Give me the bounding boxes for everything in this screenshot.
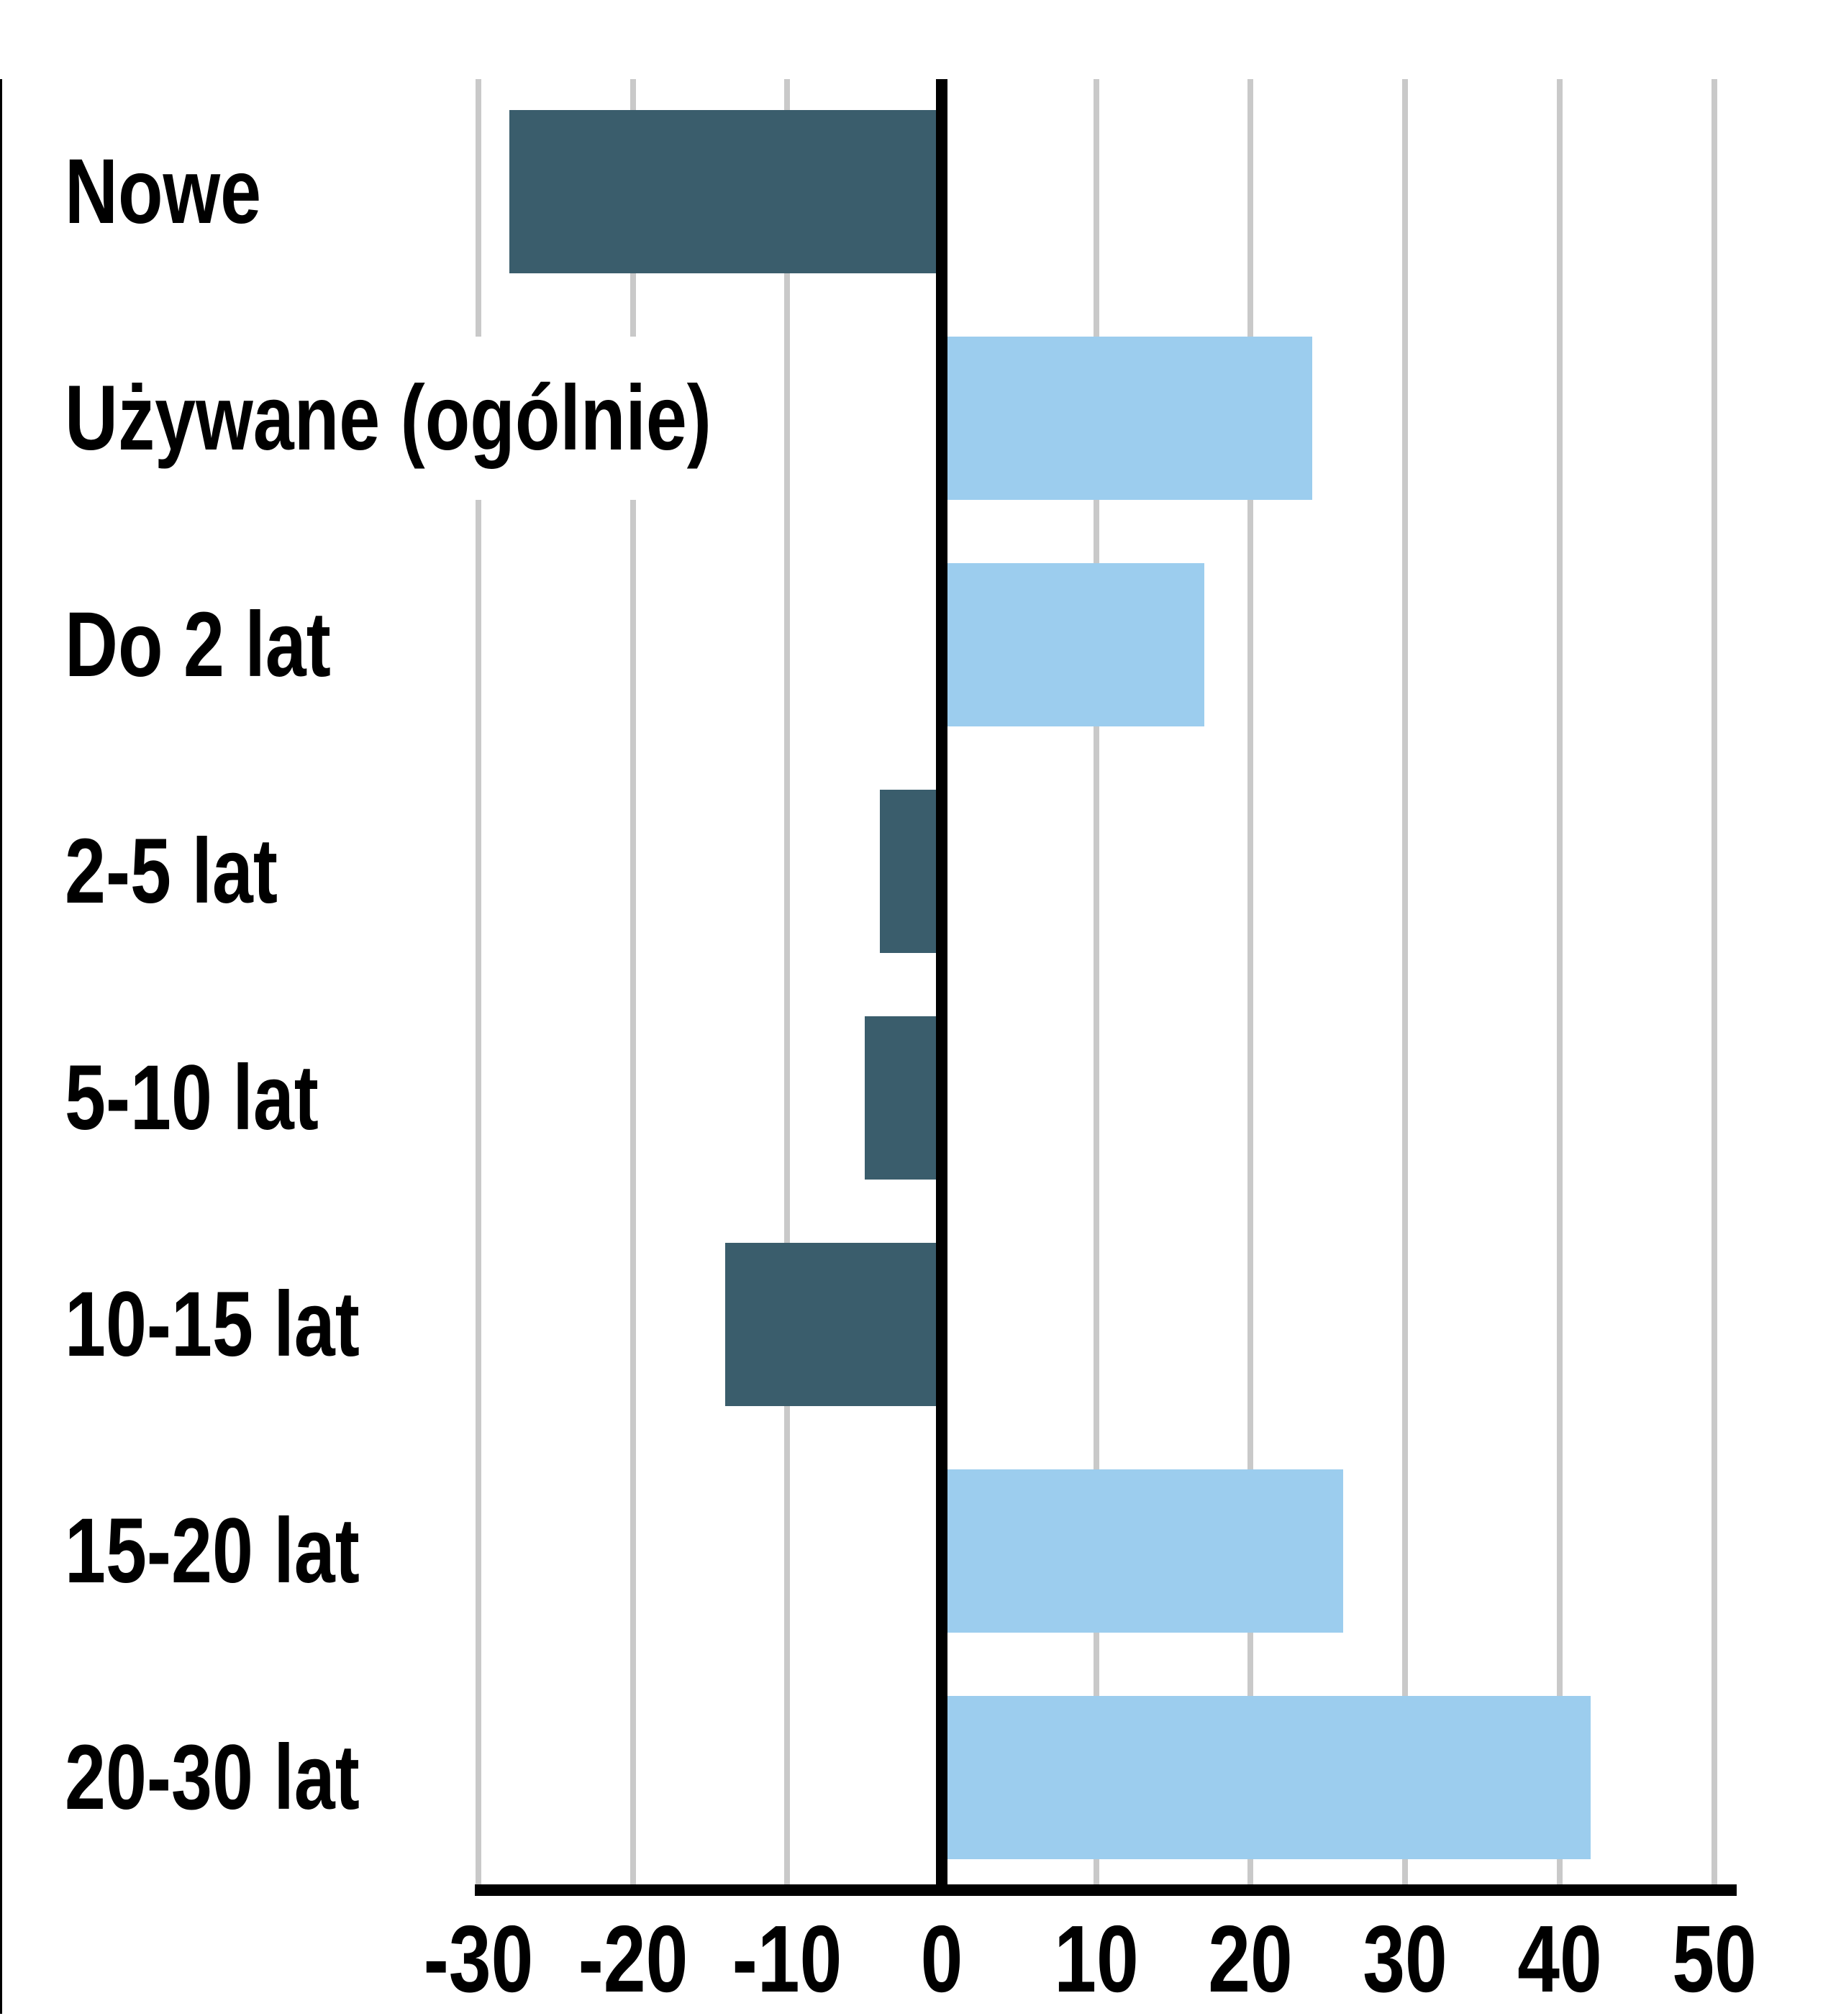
- category-label: Do 2 lat: [65, 563, 336, 726]
- gridline-30: [1402, 79, 1409, 1884]
- x-axis-line: [475, 1884, 1737, 1896]
- category-label: 15-20 lat: [65, 1469, 365, 1633]
- x-tick-label: 40: [1517, 1906, 1602, 2012]
- bar-1: [509, 110, 942, 273]
- gridline--30: [475, 79, 481, 1884]
- x-tick-label: -10: [732, 1906, 842, 2012]
- x-tick-label: 20: [1208, 1906, 1294, 2012]
- x-tick-label: 50: [1671, 1906, 1757, 2012]
- left-border-line: [0, 79, 2, 2014]
- category-label: Używane (ogólnie): [65, 337, 717, 500]
- gridline--20: [629, 79, 636, 1884]
- x-tick-label: -30: [423, 1906, 534, 2012]
- x-tick-label: -20: [578, 1906, 688, 2012]
- gridline-50: [1711, 79, 1717, 1884]
- x-tick-label: 10: [1053, 1906, 1139, 2012]
- bar-2: [942, 337, 1313, 500]
- zero-axis-line: [936, 79, 947, 1896]
- category-label: 10-15 lat: [65, 1243, 365, 1406]
- bar-7: [942, 1469, 1344, 1633]
- bar-3: [942, 563, 1204, 726]
- bar-5: [864, 1016, 942, 1180]
- bar-8: [942, 1696, 1591, 1859]
- x-tick-label: 0: [920, 1906, 963, 2012]
- gridline-20: [1247, 79, 1254, 1884]
- category-label: 5-10 lat: [65, 1016, 324, 1180]
- category-label: 20-30 lat: [65, 1696, 365, 1859]
- gridline--10: [784, 79, 791, 1884]
- bar-6: [725, 1243, 942, 1406]
- category-label: 2-5 lat: [65, 790, 283, 953]
- x-tick-label: 30: [1363, 1906, 1447, 2012]
- gridline-10: [1093, 79, 1099, 1884]
- category-label: Nowe: [65, 110, 266, 273]
- bar-4: [880, 790, 942, 953]
- gridline-40: [1556, 79, 1563, 1884]
